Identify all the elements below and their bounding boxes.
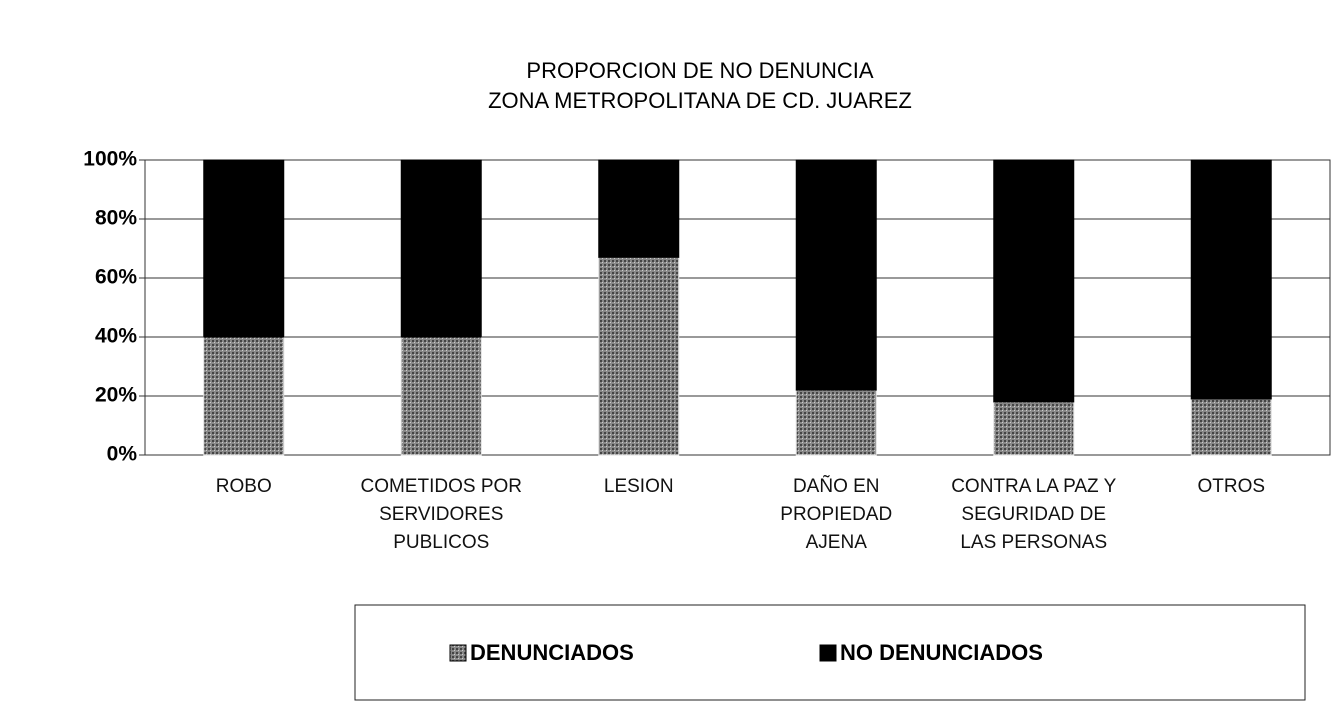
legend-swatch — [449, 644, 467, 662]
legend-label: DENUNCIADOS — [470, 640, 634, 665]
x-tick-label: DAÑO EN PROPIEDAD AJENA — [780, 476, 893, 553]
legend-box — [354, 604, 1306, 701]
x-tick-label: ROBO — [215, 476, 272, 497]
chart-subtitle: ZONA METROPOLITANA DE CD. JUAREZ — [488, 88, 912, 113]
bar-segment — [1190, 159, 1272, 400]
bar-segment — [400, 159, 482, 338]
bar-segment — [1190, 398, 1272, 456]
bar-segment — [795, 389, 877, 456]
bar-segment — [993, 401, 1075, 456]
bar-segment — [795, 159, 877, 391]
bar-segment — [203, 159, 285, 338]
bar-segment — [203, 336, 285, 456]
chart-title: PROPORCION DE NO DENUNCIA — [526, 58, 873, 83]
y-tick-label: 100% — [83, 148, 137, 171]
bar-segment — [598, 256, 680, 456]
plot-area — [144, 159, 1331, 456]
legend-swatch — [819, 644, 837, 662]
y-tick-label: 40% — [95, 325, 137, 348]
x-tick-label: CONTRA LA PAZ Y SEGURIDAD DE LAS PERSONA… — [951, 476, 1117, 553]
x-tick-label: OTROS — [1197, 476, 1266, 497]
legend-label: NO DENUNCIADOS — [840, 640, 1043, 665]
y-tick-label: 20% — [95, 384, 137, 407]
y-tick-label: 80% — [95, 207, 137, 230]
x-tick-label: COMETIDOS POR SERVIDORES PUBLICOS — [360, 476, 522, 553]
bar-segment — [993, 159, 1075, 403]
bar-segment — [598, 159, 680, 258]
bar-segment — [400, 336, 482, 456]
y-tick-label: 60% — [95, 266, 137, 289]
y-tick-label: 0% — [107, 443, 138, 466]
x-tick-label: LESION — [603, 476, 674, 497]
